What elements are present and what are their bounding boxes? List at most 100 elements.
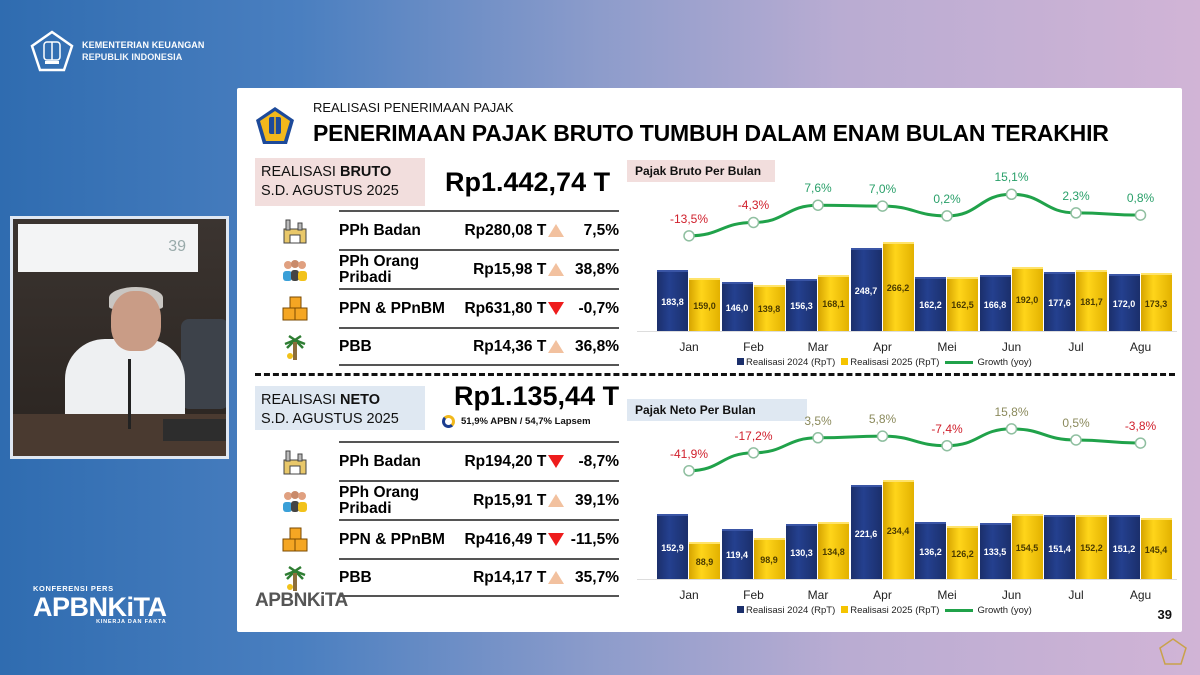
month-label: Mar xyxy=(807,340,829,354)
bar-value: 162,2 xyxy=(919,300,942,311)
footer-logo: APBNKiTA xyxy=(255,590,348,611)
month-label: Apr xyxy=(873,340,892,354)
tax-growth: -0,7% xyxy=(578,299,620,317)
growth-label: -7,4% xyxy=(931,421,963,436)
donut-icon xyxy=(442,415,455,428)
legend-item-2025: Realisasi 2025 (RpT) xyxy=(841,605,939,616)
growth-label: -17,2% xyxy=(734,428,773,443)
bar-value: 151,2 xyxy=(1112,543,1136,554)
slide-kicker: REALISASI PENERIMAAN PAJAK xyxy=(313,100,514,115)
background-screen: 39 xyxy=(18,224,198,272)
boxes-icon xyxy=(281,295,309,323)
growth-label: 0,2% xyxy=(933,191,961,206)
month-label: Mei xyxy=(937,340,957,354)
bar-value: 183,8 xyxy=(661,296,684,307)
bar-2025: 168,1 xyxy=(818,274,849,332)
bar-group: 136,2 126,2 xyxy=(915,460,979,580)
bruto-period: S.D. AGUSTUS 2025 xyxy=(261,183,399,199)
bar-value: 152,9 xyxy=(661,543,684,554)
bar-group: 119,4 98,9 xyxy=(721,460,786,580)
bruto-label-box: REALISASI BRUTO S.D. AGUSTUS 2025 xyxy=(255,158,425,206)
bar-2024: 172,0 xyxy=(1108,273,1140,332)
growth-label: 0,8% xyxy=(1126,191,1155,206)
month-label: Jan xyxy=(679,340,699,354)
bruto-label-prefix: REALISASI xyxy=(261,164,340,180)
tax-value: Rp15,98 T xyxy=(473,260,547,278)
bar-group: 248,7 266,2 xyxy=(850,237,915,332)
factory-icon xyxy=(281,217,309,245)
tax-label: PPN & PPnBM xyxy=(339,530,445,548)
bar-2025: 181,7 xyxy=(1076,270,1107,332)
month-label: Jun xyxy=(1001,340,1022,354)
tax-label: PPh Badan xyxy=(339,452,421,470)
bar-value: 159,0 xyxy=(693,301,716,312)
bar-2024: 156,3 xyxy=(786,278,817,332)
bar-2025: 266,2 xyxy=(882,241,914,332)
bar-value: 130,3 xyxy=(790,548,813,559)
bar-value: 119,4 xyxy=(725,550,749,561)
trend-up-icon xyxy=(548,571,565,584)
legend-label: Realisasi 2024 (RpT) xyxy=(746,357,836,368)
bar-2024: 152,9 xyxy=(657,514,688,580)
bar-value: 162,5 xyxy=(951,300,974,311)
tax-row: PPN & PPnBM Rp631,80 T -0,7% xyxy=(282,288,620,327)
bar-2024: 221,6 xyxy=(850,485,882,580)
trend-down-icon xyxy=(548,302,565,315)
bar-2025: 234,4 xyxy=(882,479,914,580)
bar-value: 234,4 xyxy=(886,525,910,536)
legend-label: Growth (yoy) xyxy=(977,357,1032,368)
bar-2025: 192,0 xyxy=(1011,266,1043,332)
tax-label: PBB xyxy=(339,337,372,355)
tax-row: PPh Badan Rp280,08 T 7,5% xyxy=(283,210,619,249)
bar-group: 177,6 181,7 xyxy=(1044,237,1108,332)
legend-item-2024: Realisasi 2024 (RpT) xyxy=(737,605,835,616)
tax-row: PBB Rp14,36 T 36,8% xyxy=(284,327,619,366)
kemenkeu-emblem-icon xyxy=(30,30,74,72)
growth-label: 7,6% xyxy=(804,181,832,196)
people-icon xyxy=(281,487,309,515)
bar-2024: 248,7 xyxy=(850,247,882,332)
bar-group: 130,3 134,8 xyxy=(786,460,850,580)
bar-value: 145,4 xyxy=(1144,544,1168,555)
tax-growth: 36,8% xyxy=(575,337,619,355)
bar-group: 152,9 88,9 xyxy=(657,460,721,580)
tax-value: Rp280,08 T xyxy=(464,221,547,239)
bar-2025: 162,5 xyxy=(947,276,978,332)
month-label: Feb xyxy=(743,340,764,354)
ministry-header: KEMENTERIAN KEUANGAN REPUBLIK INDONESIA xyxy=(30,30,205,72)
brand-name: APBNKiTA xyxy=(33,592,167,622)
bar-2024: 151,2 xyxy=(1108,515,1140,580)
tax-growth: -11,5% xyxy=(570,530,619,548)
bar-2025: 152,2 xyxy=(1076,514,1107,580)
bar-2025: 159,0 xyxy=(689,278,720,332)
bar-2025: 88,9 xyxy=(689,541,720,580)
growth-label: -4,3% xyxy=(737,198,770,213)
growth-label: -3,8% xyxy=(1124,419,1157,434)
bar-value: 156,3 xyxy=(790,301,813,312)
tax-growth: 39,1% xyxy=(575,491,619,509)
bar-group: 156,3 168,1 xyxy=(786,237,850,332)
bar-value: 151,4 xyxy=(1048,543,1071,554)
bar-group: 166,8 192,0 xyxy=(979,237,1044,332)
bar-value: 177,6 xyxy=(1048,297,1071,308)
month-label: Mar xyxy=(807,588,829,602)
month-label: Mei xyxy=(937,588,957,602)
bruto-label-bold: BRUTO xyxy=(339,164,392,180)
bar-2025: 126,2 xyxy=(947,525,978,580)
bar-value: 172,0 xyxy=(1112,298,1136,309)
neto-table: PPh Badan Rp194,20 T -8,7% PPh Orang Pribad… xyxy=(282,441,619,597)
growth-label: 3,5% xyxy=(804,413,832,428)
neto-total: Rp1.135,44 T xyxy=(454,381,620,411)
bar-value: 98,9 xyxy=(760,554,778,565)
legend-item-2025: Realisasi 2025 (RpT) xyxy=(841,357,939,368)
legend-label: Growth (yoy) xyxy=(977,605,1032,616)
bar-2024: 183,8 xyxy=(657,269,688,332)
tax-value: Rp416,49 T xyxy=(464,530,547,548)
tax-value: Rp631,80 T xyxy=(464,299,547,317)
bar-value: 136,2 xyxy=(919,546,942,557)
month-label: Apr xyxy=(873,588,892,602)
apbn-achievement: 51,9% APBN / 54,7% Lapsem xyxy=(442,415,591,428)
bar-value: 248,7 xyxy=(854,285,878,296)
growth-label: 7,0% xyxy=(868,182,897,197)
tax-row: PPN & PPnBM Rp416,49 T -11,5% xyxy=(282,519,619,558)
